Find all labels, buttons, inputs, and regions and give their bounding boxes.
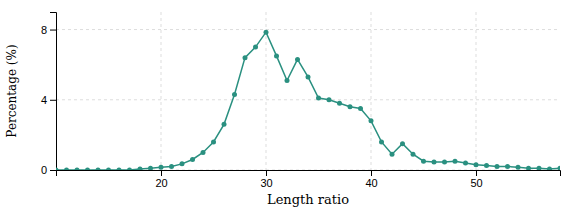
x-tick: 50 — [470, 170, 482, 189]
point — [463, 160, 468, 165]
point — [495, 164, 500, 169]
y-tick-mark — [50, 100, 56, 101]
point — [526, 166, 531, 170]
point — [537, 166, 542, 170]
x-grid-line — [266, 12, 267, 170]
plot: 20 30 40 50 0 4 8 — [41, 12, 563, 189]
x-axis-title: Length ratio — [267, 192, 349, 207]
marks — [56, 30, 560, 170]
x-tick-label: 30 — [260, 177, 272, 189]
point — [264, 30, 269, 35]
point — [474, 162, 479, 167]
x-tick-mark — [266, 170, 267, 176]
point — [316, 96, 321, 101]
y-tick-label: 8 — [41, 24, 47, 36]
point — [400, 141, 405, 146]
point — [558, 166, 561, 170]
x-grid-line — [371, 12, 372, 170]
x-axis: 20 30 40 50 — [57, 170, 561, 189]
point — [327, 97, 332, 102]
point — [337, 101, 342, 106]
point — [243, 55, 248, 60]
point — [516, 165, 521, 170]
y-grid-line — [56, 29, 560, 30]
point — [85, 168, 90, 171]
point — [56, 168, 59, 171]
x-tick: 40 — [365, 170, 377, 189]
x-tick: 20 — [155, 170, 167, 189]
y-tick-mark — [50, 170, 56, 171]
point — [253, 45, 258, 50]
point — [211, 139, 216, 144]
point — [106, 168, 111, 171]
line — [56, 32, 560, 170]
point — [148, 166, 153, 170]
x-tick-label: 20 — [155, 177, 167, 189]
point — [222, 122, 227, 127]
point — [96, 168, 101, 171]
point — [306, 74, 311, 79]
point — [369, 118, 374, 123]
y-tick: 8 — [41, 24, 56, 36]
point — [348, 104, 353, 109]
x-tick-mark — [161, 170, 162, 176]
x-axis-line — [57, 171, 561, 177]
point — [190, 157, 195, 162]
y-tick: 0 — [41, 164, 56, 176]
point — [180, 161, 185, 166]
point — [285, 78, 290, 83]
y-grid-line — [56, 99, 560, 100]
x-tick-label: 50 — [470, 177, 482, 189]
y-tick-label: 0 — [41, 164, 47, 176]
point — [432, 160, 437, 165]
point — [127, 168, 132, 171]
point — [295, 57, 300, 62]
y-axis-line — [50, 13, 57, 171]
point — [505, 164, 510, 169]
x-grid-line — [476, 12, 477, 170]
point — [138, 167, 143, 170]
point — [117, 168, 122, 171]
y-axis-title: Percentage (%) — [5, 44, 19, 137]
x-tick-label: 40 — [365, 177, 377, 189]
point — [442, 160, 447, 165]
y-tick-label: 4 — [41, 94, 47, 106]
x-grid-line — [161, 12, 162, 170]
point — [379, 139, 384, 144]
point — [232, 92, 237, 97]
x-tick-mark — [476, 170, 477, 176]
point — [159, 165, 164, 170]
chart: 20 30 40 50 0 4 8 Length ratio Percentage (%) — [0, 0, 582, 212]
grid — [56, 12, 560, 170]
point — [411, 152, 416, 157]
point — [453, 159, 458, 164]
point — [358, 106, 363, 111]
y-tick: 4 — [41, 94, 56, 106]
x-tick: 30 — [260, 170, 272, 189]
point — [274, 53, 279, 58]
point — [75, 168, 80, 171]
y-axis: 0 4 8 — [41, 13, 57, 177]
point — [484, 163, 489, 168]
y-tick-mark — [50, 30, 56, 31]
point — [201, 150, 206, 155]
point — [390, 152, 395, 157]
point — [421, 159, 426, 164]
x-tick-mark — [371, 170, 372, 176]
point — [169, 164, 174, 169]
point — [64, 168, 69, 171]
point — [547, 167, 552, 170]
